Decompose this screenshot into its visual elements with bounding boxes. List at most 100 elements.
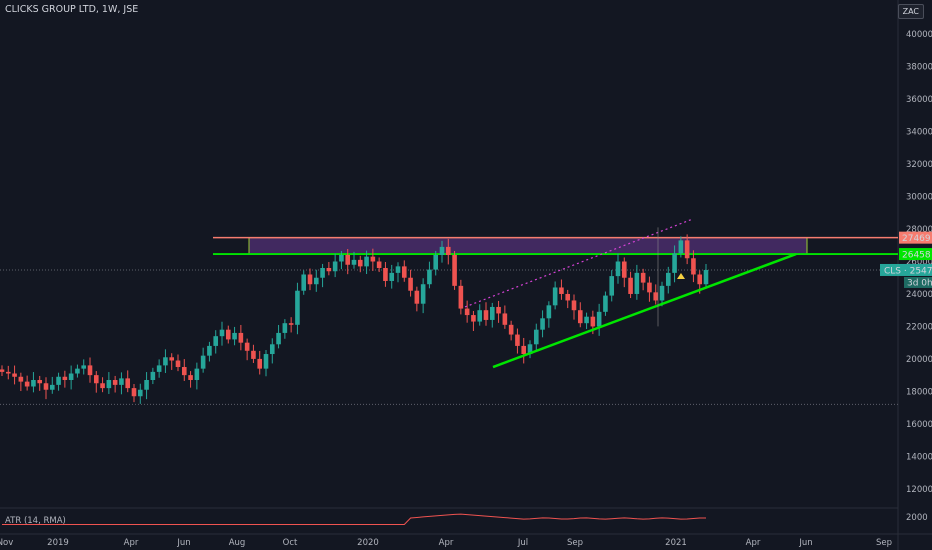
candle-body (119, 378, 124, 385)
candle-body (395, 266, 401, 273)
candle-body (489, 306, 495, 320)
time-axis[interactable]: Nov 2019 Apr Jun Aug Oct 2020 Apr Jul Sep 2021 Apr J… (0, 538, 892, 548)
candle-body (87, 365, 93, 376)
candle-body (659, 285, 665, 301)
candle-body (200, 355, 206, 369)
price-tag-upper-green: 26458 (902, 251, 931, 261)
time-tick-label: Apr (439, 538, 454, 548)
candle-body (18, 376, 24, 382)
price-tag-upper-red-bg (899, 231, 932, 244)
price-axis[interactable]: 12000 14000 16000 18000 20000 22000 24000 26000… (906, 30, 932, 523)
candle-body (527, 344, 533, 355)
dotted-channel-line (464, 218, 693, 308)
candle-body (150, 371, 156, 381)
candle-body (125, 378, 131, 389)
candle-body (232, 332, 237, 340)
candle-body (307, 274, 313, 285)
price-tick-label: 38000 (906, 63, 932, 73)
candle-body (515, 334, 520, 346)
candle-body (653, 292, 659, 301)
candle-body (383, 267, 388, 281)
candle-body (131, 388, 137, 397)
candle-body (263, 354, 269, 369)
candle-body (414, 290, 420, 304)
time-tick-label: Apr (746, 538, 761, 548)
candle-body (37, 380, 43, 384)
candle-body (571, 300, 577, 311)
candle-body (194, 368, 200, 381)
candle-body (75, 368, 80, 374)
candle-body (634, 272, 640, 294)
time-tick-label: Apr (124, 538, 139, 548)
candle-body (251, 350, 256, 359)
last-price-tag: CLS · 25478 (884, 266, 932, 276)
price-tag-upper-green-bg (899, 248, 932, 261)
price-tick-label: 34000 (906, 128, 932, 138)
atr-indicator-pane (2, 513, 706, 525)
candle-body (584, 316, 589, 324)
price-tick-label: 12000 (906, 485, 932, 495)
candle-body (420, 284, 426, 304)
candle-body (433, 255, 439, 270)
candle-body (502, 313, 508, 325)
candle-body (49, 384, 55, 390)
time-tick-label: Aug (229, 538, 246, 548)
candle-body (137, 389, 143, 397)
candle-body (401, 266, 407, 278)
candle-body (376, 261, 382, 268)
candle-body (100, 383, 105, 389)
candle-body (672, 253, 677, 273)
candle-body (112, 380, 118, 385)
candle-body (213, 336, 219, 346)
candle-body (282, 323, 288, 333)
candle-body (496, 306, 501, 314)
candle-body (577, 310, 583, 324)
countdown-tag-bg (904, 276, 932, 288)
time-tick-label: 2019 (47, 538, 69, 548)
candle-body (188, 375, 193, 381)
price-tick-label: 36000 (906, 95, 932, 105)
candle-body (546, 305, 552, 319)
candle-body (301, 274, 307, 291)
price-tick-label: 22000 (906, 322, 932, 332)
candle-body (62, 376, 68, 381)
currency-button[interactable]: ZAC (897, 4, 924, 19)
candle-body (565, 293, 571, 301)
candle-body (56, 376, 61, 385)
candle-body (295, 290, 300, 325)
candle-body (313, 277, 319, 285)
candle-body (596, 311, 602, 327)
candle-body (0, 369, 5, 372)
candle-body (351, 259, 357, 265)
candle-body (665, 272, 671, 286)
candle-body (615, 261, 621, 277)
candle-body (238, 332, 244, 343)
candle-body (609, 276, 615, 296)
price-tick-label: 16000 (906, 420, 932, 430)
candle-body (163, 357, 168, 366)
candle-body (181, 367, 187, 376)
price-tick-label: 40000 (906, 30, 932, 40)
candle-body (219, 329, 225, 337)
time-tick-label: Sep (876, 538, 892, 548)
resistance-zone (0, 236, 898, 405)
candle-body (590, 316, 596, 327)
candle-body (439, 246, 445, 256)
candle-body (269, 344, 275, 355)
time-tick-label: 2020 (357, 538, 379, 548)
candle-body (678, 240, 684, 254)
candle-body (703, 269, 709, 285)
candle-body (175, 360, 181, 368)
candle-body (276, 332, 281, 345)
candle-body (427, 269, 432, 285)
candle-body (207, 345, 212, 356)
price-tick-label: 14000 (906, 452, 932, 462)
candle-body (603, 295, 608, 312)
candle-body (144, 380, 149, 390)
time-tick-label: Jun (798, 538, 812, 548)
candle-body (540, 318, 545, 330)
candle-body (31, 380, 36, 387)
candle-body (464, 308, 470, 316)
candle-body (339, 255, 344, 262)
